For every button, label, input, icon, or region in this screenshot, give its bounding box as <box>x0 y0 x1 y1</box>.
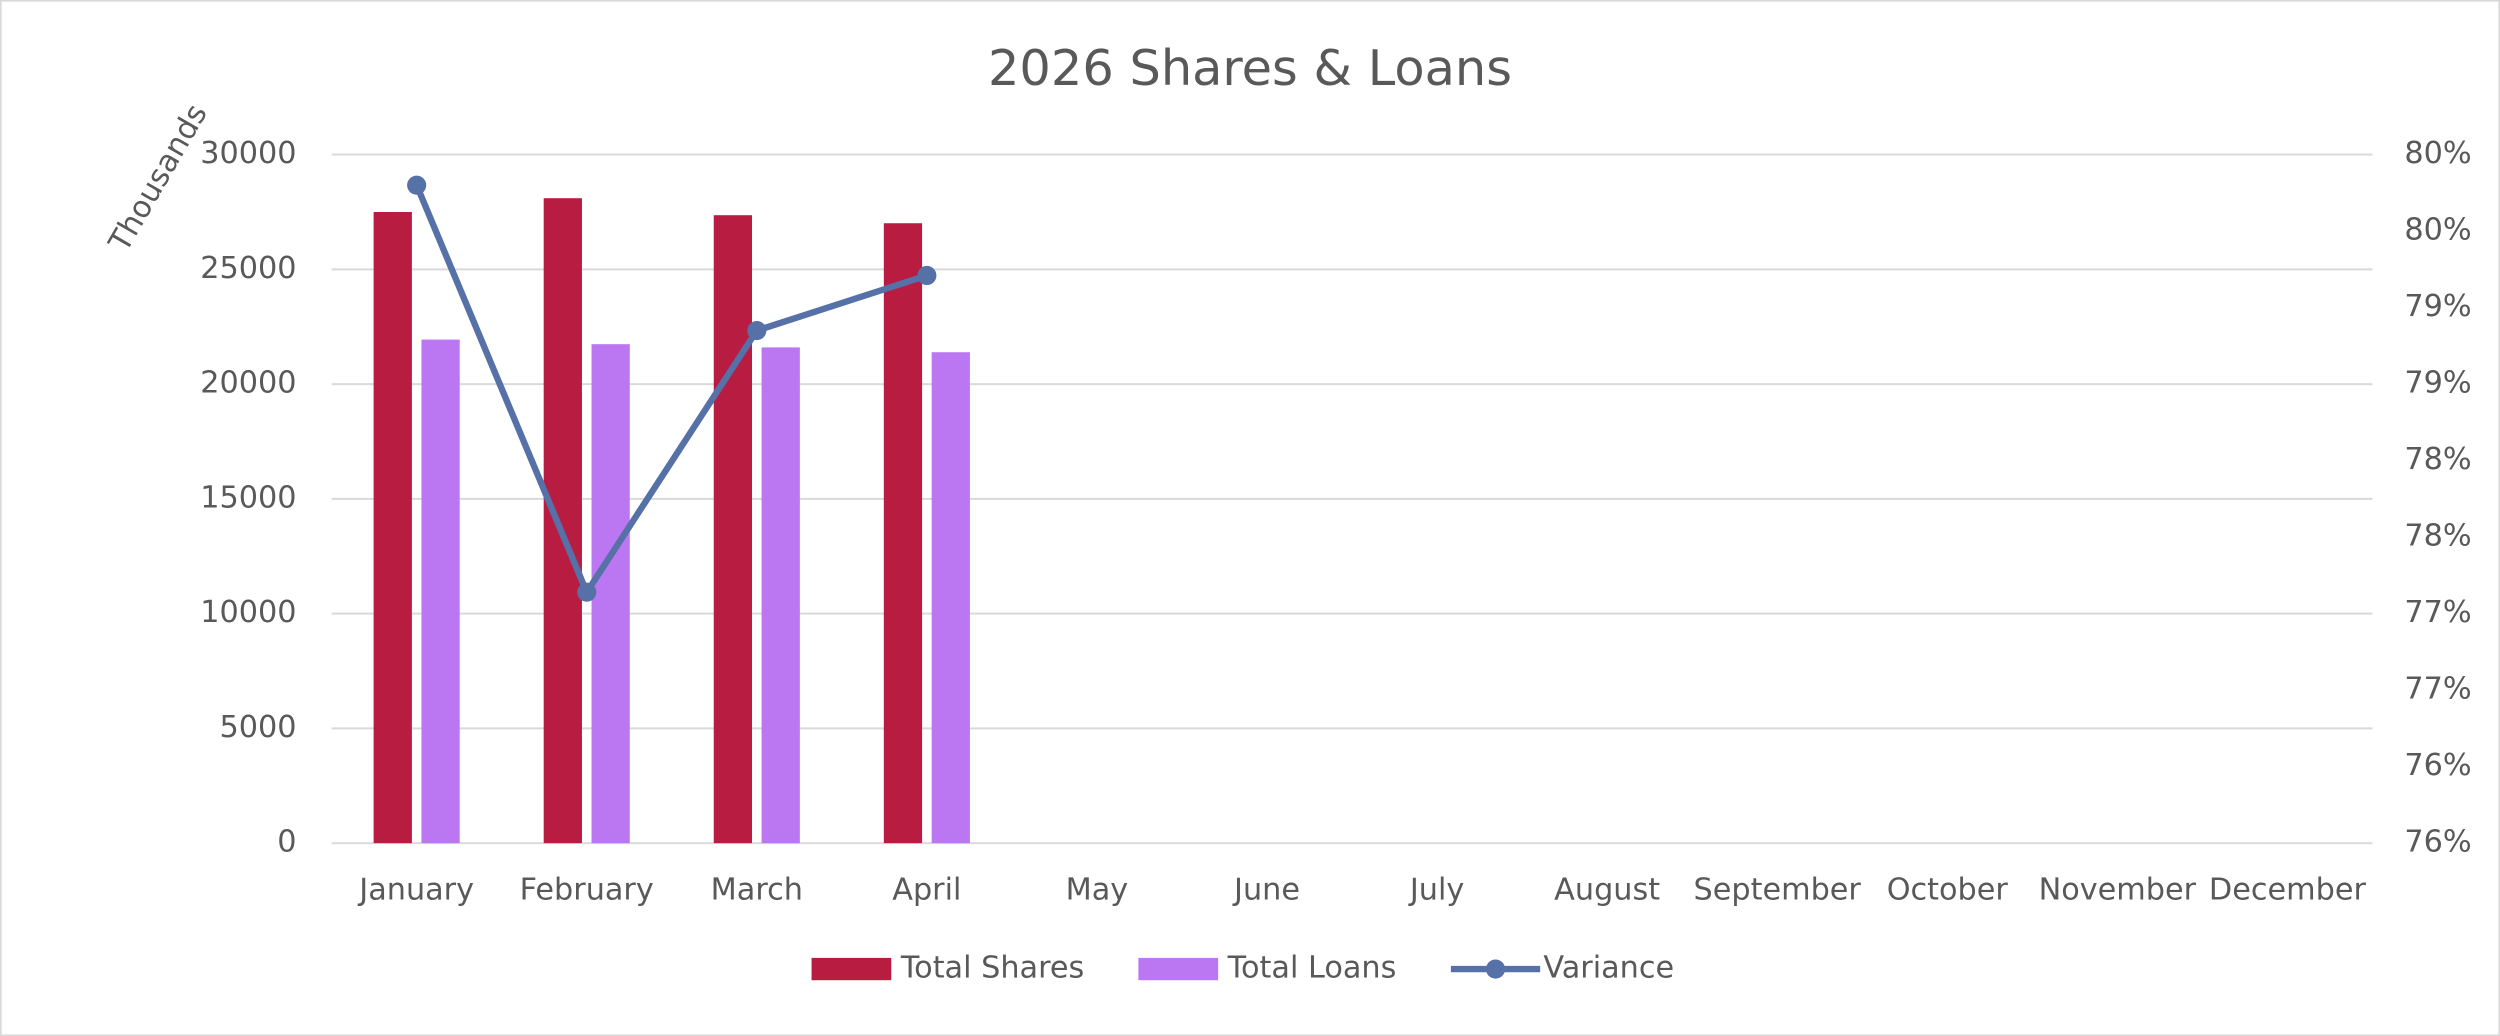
x-tick-label: November <box>2039 872 2197 907</box>
y2-tick-label: 77% <box>2404 672 2471 707</box>
y2-tick-label: 80% <box>2404 136 2471 171</box>
legend-label: Total Shares <box>900 951 1084 986</box>
bar <box>373 211 412 844</box>
y2-tick-label: 78% <box>2404 519 2471 554</box>
y-tick-label: 15000 <box>200 480 296 515</box>
legend-swatch <box>811 957 892 981</box>
y-tick-label: 10000 <box>200 595 296 630</box>
x-tick-label: February <box>520 872 654 907</box>
x-tick-label: March <box>711 872 803 907</box>
y2-tick-label: 79% <box>2404 366 2471 401</box>
legend-swatch <box>1138 957 1219 981</box>
y2-tick-label: 76% <box>2404 748 2471 783</box>
y-tick-label: 0 <box>277 825 296 860</box>
x-tick-label: May <box>1066 872 1129 907</box>
x-tick-label: August <box>1554 872 1660 907</box>
bar <box>421 339 460 844</box>
legend-marker <box>1485 959 1506 979</box>
y-tick-label: 25000 <box>200 251 296 286</box>
legend-label: Variance <box>1543 951 1674 986</box>
bar <box>931 352 970 844</box>
x-tick-label: July <box>1408 872 1465 907</box>
y2-tick-label: 79% <box>2404 289 2471 324</box>
bar <box>713 215 753 844</box>
y-tick-label: 30000 <box>200 136 296 171</box>
y-tick-label: 5000 <box>220 710 297 745</box>
y2-tick-label: 78% <box>2404 442 2471 477</box>
bar <box>761 347 800 844</box>
x-tick-label: October <box>1887 872 2009 907</box>
y2-tick-label: 77% <box>2404 595 2471 630</box>
bar <box>883 223 923 844</box>
x-tick-label: June <box>1232 872 1300 907</box>
x-tick-label: September <box>1694 872 1862 907</box>
line-marker <box>407 175 427 195</box>
bar <box>543 198 582 844</box>
y2-tick-label: 76% <box>2404 825 2471 860</box>
legend-label: Total Loans <box>1227 951 1397 986</box>
x-tick-label: April <box>892 872 961 907</box>
bar <box>591 344 630 844</box>
line-marker <box>917 265 937 286</box>
y2-tick-label: 80% <box>2404 213 2471 248</box>
y-tick-label: 20000 <box>200 366 296 401</box>
line <box>413 183 928 596</box>
line-marker <box>747 321 767 341</box>
x-tick-label: January <box>357 872 474 907</box>
chart-title: 2026 Shares & Loans <box>988 39 1512 97</box>
line-marker <box>577 582 597 602</box>
x-tick-label: December <box>2209 872 2367 907</box>
